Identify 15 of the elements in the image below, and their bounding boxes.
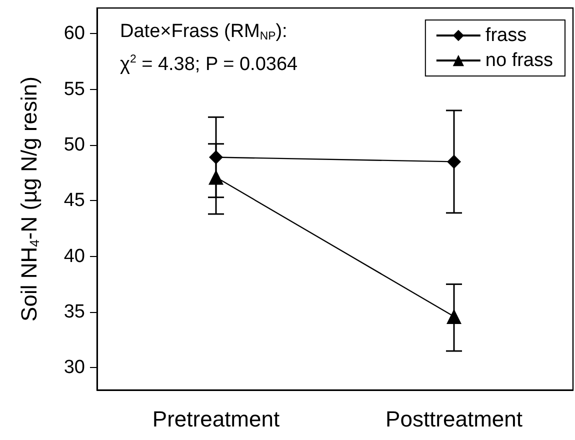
legend-label: frass [485,25,527,46]
y-tick-label: 35 [64,302,85,323]
y-axis-title: Soil NH4-N (µg N/g resin) [16,76,42,322]
x-tick-label: Pretreatment [152,406,280,432]
legend-label: no frass [485,50,554,71]
annotation: Date×Frass (RMNP): [120,21,288,42]
x-tick-label: Posttreatment [386,406,522,432]
y-tick-label: 30 [64,357,85,378]
y-tick-label: 55 [64,78,85,100]
y-tick-label: 50 [64,134,85,156]
point [447,154,461,169]
y-tick-label: 40 [64,246,85,267]
point [209,150,223,164]
y-tick-label: 60 [64,23,85,44]
y-tick-label: 45 [64,190,85,212]
